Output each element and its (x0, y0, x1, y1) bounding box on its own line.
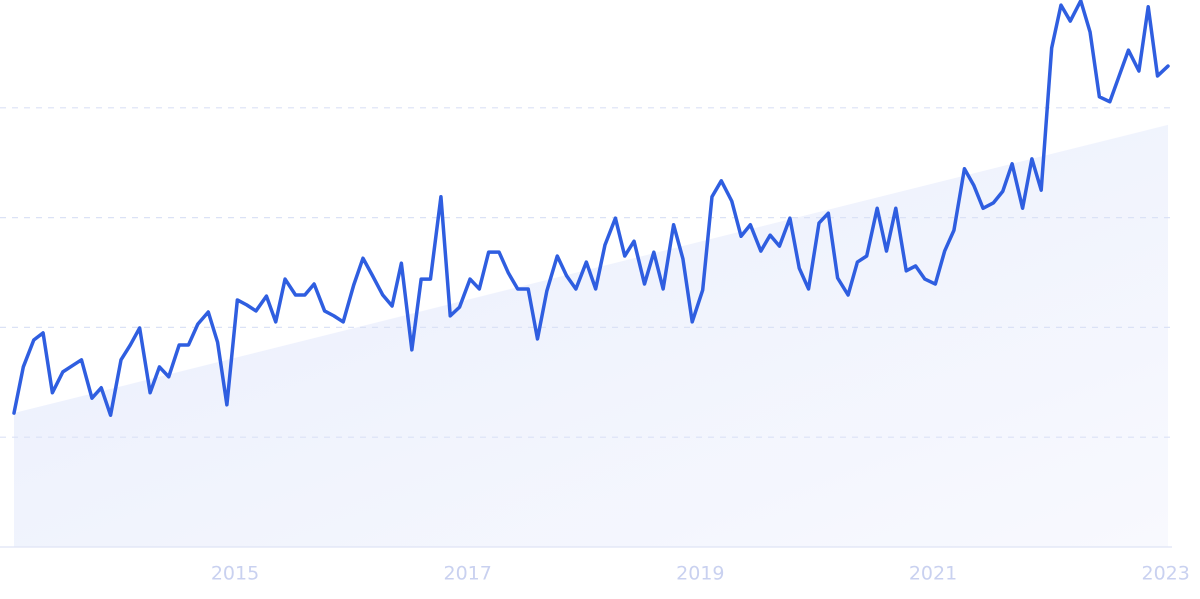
line (12, 0, 1170, 417)
x-tick-label: 2017 (444, 563, 492, 585)
x-tick-label: 2015 (211, 563, 259, 585)
x-tick-label: 2023 (1141, 563, 1189, 585)
x-tick-label: 2021 (909, 563, 957, 585)
trend-area (14, 124, 1168, 547)
x-tick-label: 2019 (676, 563, 724, 585)
